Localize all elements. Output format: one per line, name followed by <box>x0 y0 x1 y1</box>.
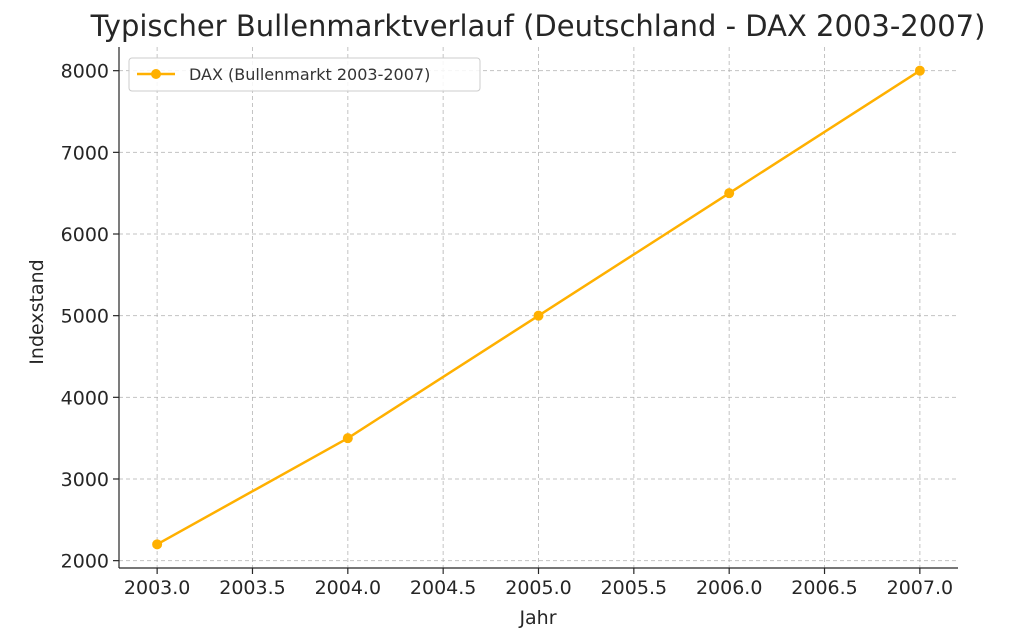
chart-title: Typischer Bullenmarktverlauf (Deutschlan… <box>90 9 986 43</box>
x-tick-label: 2003.0 <box>124 577 190 599</box>
legend-box <box>128 57 481 92</box>
x-axis-label: Jahr <box>518 607 556 629</box>
y-tick-label: 8000 <box>61 61 109 83</box>
tick-layer: 2003.0 2003.5 2004.0 2004.5 2005.0 2005.5 2006… <box>61 61 953 599</box>
grid-layer <box>119 47 958 568</box>
y-tick-label: 4000 <box>61 387 109 409</box>
x-tick-label: 2007.0 <box>887 577 953 599</box>
y-tick-label: 5000 <box>61 306 109 328</box>
data-point <box>152 539 163 550</box>
legend-label: DAX (Bullenmarkt 2003-2007) <box>189 65 430 84</box>
x-tick-label: 2003.5 <box>219 577 285 599</box>
legend: DAX (Bullenmarkt 2003-2007) <box>128 57 481 92</box>
x-tick-label: 2004.5 <box>410 577 476 599</box>
y-tick-label: 2000 <box>61 551 109 573</box>
series-layer <box>152 65 925 550</box>
x-tick-label: 2004.0 <box>315 577 381 599</box>
data-point <box>724 188 735 199</box>
x-tick-label: 2005.5 <box>601 577 667 599</box>
y-axis-label: Indexstand <box>26 259 48 364</box>
x-tick-label: 2005.0 <box>505 577 571 599</box>
x-tick-label: 2006.0 <box>696 577 762 599</box>
y-tick-label: 3000 <box>61 469 109 491</box>
x-tick-label: 2006.5 <box>791 577 857 599</box>
data-point <box>342 433 353 444</box>
spine-layer <box>118 47 958 569</box>
y-tick-label: 7000 <box>61 142 109 164</box>
y-tick-label: 6000 <box>61 224 109 246</box>
legend-marker-swatch <box>151 69 161 79</box>
data-point <box>533 310 544 321</box>
data-point <box>914 65 925 76</box>
